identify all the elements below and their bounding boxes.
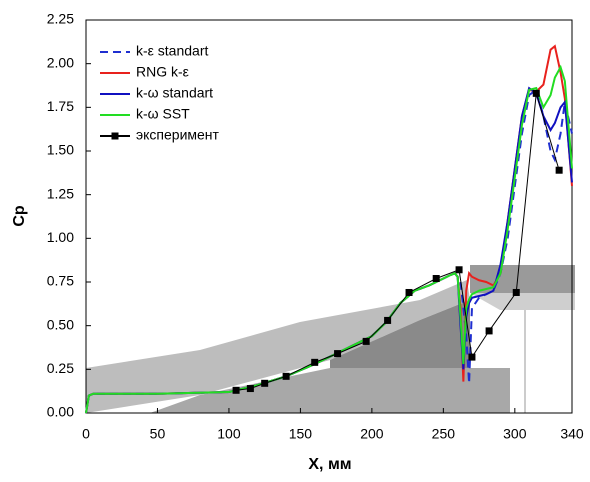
y-axis-label: Cp bbox=[11, 205, 28, 227]
data-point bbox=[555, 166, 563, 174]
legend-marker bbox=[111, 132, 119, 140]
data-point bbox=[261, 379, 269, 387]
x-tick-label: 100 bbox=[217, 426, 241, 442]
data-point bbox=[362, 337, 370, 345]
x-axis-label: X, мм bbox=[308, 456, 351, 473]
data-point bbox=[512, 288, 520, 296]
geometry-shape bbox=[470, 293, 575, 310]
data-point bbox=[232, 386, 240, 394]
y-tick-label: 1.50 bbox=[47, 142, 74, 158]
legend-label: k-ε standart bbox=[136, 43, 208, 59]
legend-label: эксперимент bbox=[136, 127, 220, 143]
x-tick-label: 0 bbox=[82, 426, 90, 442]
geometry-shape bbox=[150, 368, 510, 413]
data-point bbox=[432, 275, 440, 283]
geometry-shape bbox=[86, 280, 470, 413]
y-tick-label: 0.00 bbox=[47, 404, 74, 420]
data-point bbox=[282, 372, 290, 380]
legend-label: k-ω standart bbox=[136, 85, 213, 101]
x-tick-label: 340 bbox=[560, 426, 584, 442]
y-tick-label: 1.00 bbox=[47, 229, 74, 245]
y-tick-label: 1.25 bbox=[47, 185, 74, 201]
geometry-background bbox=[86, 265, 575, 413]
x-tick-label: 200 bbox=[360, 426, 384, 442]
x-tick-label: 250 bbox=[432, 426, 456, 442]
data-point bbox=[532, 89, 540, 97]
legend-label: k-ω SST bbox=[136, 106, 190, 122]
data-point bbox=[455, 266, 463, 274]
geometry-shape bbox=[330, 300, 470, 368]
x-tick-label: 50 bbox=[150, 426, 166, 442]
data-point bbox=[311, 358, 319, 366]
y-tick-label: 1.75 bbox=[47, 98, 74, 114]
y-tick-label: 2.25 bbox=[47, 11, 74, 27]
x-tick-label: 150 bbox=[289, 426, 313, 442]
y-tick-label: 0.50 bbox=[47, 316, 74, 332]
series-line bbox=[236, 93, 560, 391]
x-tick-label: 300 bbox=[503, 426, 527, 442]
legend-label: RNG k-ε bbox=[136, 64, 189, 80]
plot-frame bbox=[85, 19, 573, 414]
y-tick-label: 2.00 bbox=[47, 54, 74, 70]
data-point bbox=[246, 385, 254, 393]
data-point bbox=[334, 350, 342, 358]
y-tick-label: 0.75 bbox=[47, 273, 74, 289]
y-tick-label: 0.25 bbox=[47, 360, 74, 376]
data-point bbox=[405, 288, 413, 296]
data-point bbox=[468, 353, 476, 361]
data-point bbox=[384, 316, 392, 324]
data-point bbox=[485, 327, 493, 335]
